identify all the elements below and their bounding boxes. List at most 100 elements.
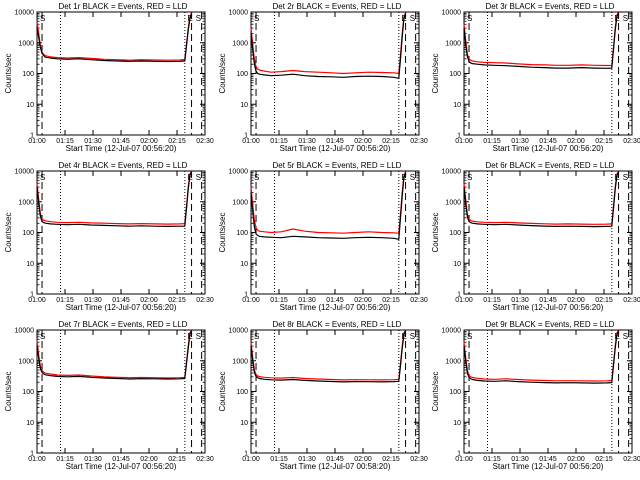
y-tick-label: 100 [22, 71, 34, 78]
plot-frame [463, 329, 633, 454]
x-tick-label: 01:00 [242, 456, 260, 463]
x-tick-label: 02:15 [382, 456, 400, 463]
panel-title: Det 6r BLACK = Events, RED = LLD [486, 161, 615, 170]
x-tick-label: 01:15 [56, 297, 74, 304]
x-tick-label: 02:00 [354, 456, 372, 463]
x-tick-label: 01:00 [242, 138, 260, 145]
y-tick-label: 1 [457, 133, 461, 140]
series-line-lld [463, 329, 620, 382]
y-tick-label: 10000 [442, 169, 462, 176]
panel-det-2: Det 2r BLACK = Events, RED = LLD 1 10 100 10… [218, 2, 428, 153]
y-tick-label: 1 [30, 451, 34, 458]
x-tick-label: 02:15 [168, 456, 186, 463]
x-tick-label: 01:45 [539, 297, 557, 304]
y-tick-label: 100 [449, 389, 461, 396]
y-tick-label: 10 [26, 102, 34, 109]
x-tick-label: 02:30 [410, 456, 428, 463]
panel-title: Det 5r BLACK = Events, RED = LLD [273, 161, 402, 170]
panel-det-6: Det 6r BLACK = Events, RED = LLD 1 10 100 10… [431, 161, 640, 312]
x-tick-label: 01:15 [483, 456, 501, 463]
x-tick-label: 01:30 [511, 297, 529, 304]
y-tick-label: 1000 [18, 358, 34, 365]
x-axis-title: Start Time (12-Jul-07 00:58:20) [280, 462, 391, 471]
panel-title: Det 7r BLACK = Events, RED = LLD [59, 320, 188, 329]
y-tick-label: 10 [26, 420, 34, 427]
x-axis-title: Start Time (12-Jul-07 00:56:20) [280, 303, 391, 312]
x-tick-label: 02:15 [168, 297, 186, 304]
series-line-events [463, 171, 620, 228]
series-line-events [36, 330, 193, 380]
marker-S-start: S [40, 14, 45, 23]
x-tick-label: 01:00 [28, 456, 46, 463]
marker-S-start: S [467, 332, 472, 341]
y-tick-label: 10000 [15, 328, 35, 335]
x-tick-label: 01:00 [28, 297, 46, 304]
x-tick-label: 02:00 [567, 456, 585, 463]
x-tick-label: 02:00 [140, 297, 158, 304]
x-tick-label: 02:15 [168, 138, 186, 145]
series-line-events [250, 13, 407, 79]
marker-S: S [196, 14, 201, 23]
y-axis-title: Counts/sec [431, 212, 440, 252]
x-tick-label: 02:00 [140, 456, 158, 463]
y-tick-label: 10000 [15, 10, 35, 17]
marker-S: S [623, 14, 628, 23]
y-tick-label: 1 [457, 292, 461, 299]
y-tick-label: 10 [240, 102, 248, 109]
y-tick-label: 10 [453, 420, 461, 427]
y-axis-title: Counts/sec [4, 53, 13, 93]
y-tick-label: 1 [244, 133, 248, 140]
y-tick-label: 1000 [232, 40, 248, 47]
y-tick-label: 10000 [15, 169, 35, 176]
marker-S: S [623, 332, 628, 341]
marker-S: S [623, 173, 628, 182]
series-line-events [463, 330, 620, 384]
y-tick-label: 1 [457, 451, 461, 458]
marker-S-start: S [467, 173, 472, 182]
x-tick-label: 02:30 [196, 297, 214, 304]
y-tick-label: 1 [30, 292, 34, 299]
panel-det-9: Det 9r BLACK = Events, RED = LLD 1 10 100 10… [431, 320, 640, 471]
series-line-events [463, 12, 620, 69]
panel-det-7: Det 7r BLACK = Events, RED = LLD 1 10 100 10… [4, 320, 214, 471]
x-axis-title: Start Time (12-Jul-07 00:56:20) [493, 144, 604, 153]
panel-det-8: Det 8r BLACK = Events, RED = LLD 1 10 100 10… [218, 320, 428, 471]
x-tick-label: 02:15 [595, 138, 613, 145]
x-tick-label: 01:45 [112, 456, 130, 463]
x-tick-label: 02:00 [140, 138, 158, 145]
x-tick-label: 01:30 [84, 297, 102, 304]
y-tick-label: 10 [453, 102, 461, 109]
y-tick-label: 1000 [18, 199, 34, 206]
y-tick-label: 10000 [229, 169, 249, 176]
y-tick-label: 1000 [445, 40, 461, 47]
x-tick-label: 01:30 [298, 138, 316, 145]
x-axis-title: Start Time (12-Jul-07 00:56:20) [493, 462, 604, 471]
x-tick-label: 01:15 [270, 138, 288, 145]
y-tick-label: 10000 [442, 10, 462, 17]
x-tick-label: 02:15 [595, 456, 613, 463]
x-tick-label: 01:15 [56, 456, 74, 463]
y-tick-label: 100 [449, 71, 461, 78]
x-tick-label: 02:30 [410, 138, 428, 145]
y-tick-label: 1000 [445, 199, 461, 206]
x-tick-label: 01:15 [483, 297, 501, 304]
x-tick-label: 01:15 [483, 138, 501, 145]
series-line-events [36, 13, 193, 63]
y-tick-label: 10000 [229, 10, 249, 17]
x-tick-label: 01:00 [455, 138, 473, 145]
x-tick-label: 01:30 [84, 138, 102, 145]
y-tick-label: 1000 [18, 40, 34, 47]
x-tick-label: 01:30 [298, 456, 316, 463]
marker-S: S [196, 332, 201, 341]
x-tick-label: 01:45 [112, 138, 130, 145]
x-tick-label: 01:15 [270, 297, 288, 304]
panel-title: Det 8r BLACK = Events, RED = LLD [273, 320, 402, 329]
series-line-events [250, 330, 407, 383]
panel-det-4: Det 4r BLACK = Events, RED = LLD 1 10 100 10… [4, 161, 214, 312]
x-tick-label: 02:30 [623, 297, 640, 304]
y-axis-title: Counts/sec [218, 371, 227, 411]
y-tick-label: 100 [449, 230, 461, 237]
x-tick-label: 01:00 [28, 138, 46, 145]
